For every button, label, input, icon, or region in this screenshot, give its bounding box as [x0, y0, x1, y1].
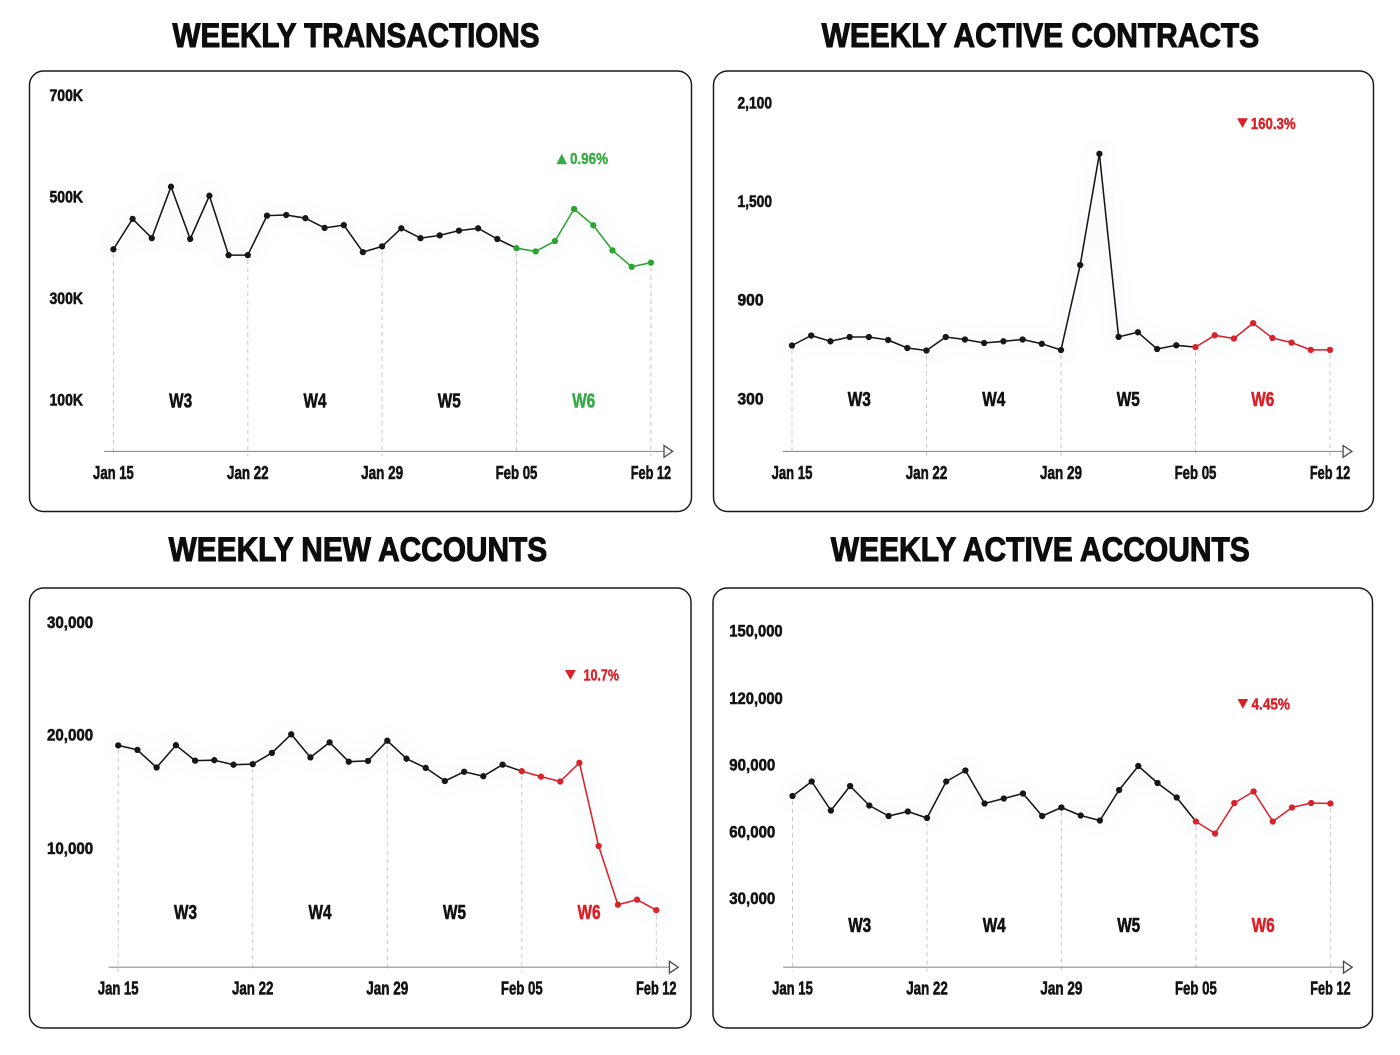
svg-text:Jan 29: Jan 29 — [1040, 978, 1082, 999]
svg-text:Feb 12: Feb 12 — [636, 978, 676, 999]
svg-text:W5: W5 — [1117, 914, 1140, 937]
svg-text:W6: W6 — [1251, 388, 1274, 411]
svg-text:Feb 05: Feb 05 — [501, 978, 543, 999]
svg-text:700K: 700K — [50, 87, 84, 105]
svg-text:0.96%: 0.96% — [570, 151, 608, 168]
svg-text:WEEKLY TRANSACTIONS: WEEKLY TRANSACTIONS — [173, 17, 540, 55]
svg-text:WEEKLY ACTIVE CONTRACTS: WEEKLY ACTIVE CONTRACTS — [822, 17, 1260, 55]
svg-text:Jan 29: Jan 29 — [366, 978, 408, 999]
svg-text:W6: W6 — [1252, 914, 1275, 937]
svg-text:10,000: 10,000 — [47, 840, 93, 858]
svg-text:Jan 15: Jan 15 — [772, 978, 813, 999]
svg-text:W5: W5 — [438, 390, 461, 413]
svg-text:W5: W5 — [443, 901, 466, 924]
svg-text:W4: W4 — [304, 390, 327, 413]
svg-text:W4: W4 — [983, 914, 1006, 937]
svg-text:WEEKLY NEW ACCOUNTS: WEEKLY NEW ACCOUNTS — [169, 531, 548, 569]
svg-text:W4: W4 — [309, 901, 332, 924]
svg-text:Jan 15: Jan 15 — [772, 462, 813, 483]
svg-text:Feb 12: Feb 12 — [1310, 462, 1350, 483]
svg-text:90,000: 90,000 — [729, 757, 775, 775]
svg-text:W3: W3 — [174, 901, 197, 924]
svg-text:W6: W6 — [572, 390, 595, 413]
svg-text:WEEKLY ACTIVE ACCOUNTS: WEEKLY ACTIVE ACCOUNTS — [831, 531, 1250, 569]
svg-text:120,000: 120,000 — [729, 690, 783, 708]
svg-text:100K: 100K — [50, 392, 84, 410]
svg-text:Feb 05: Feb 05 — [1175, 462, 1217, 483]
svg-text:Jan 22: Jan 22 — [232, 978, 274, 999]
svg-text:W3: W3 — [848, 388, 871, 411]
svg-text:150,000: 150,000 — [729, 623, 782, 641]
svg-text:900: 900 — [738, 292, 764, 310]
svg-text:30,000: 30,000 — [47, 614, 93, 632]
svg-text:1,500: 1,500 — [738, 193, 773, 211]
svg-text:Feb 12: Feb 12 — [1310, 978, 1350, 999]
svg-text:Jan 29: Jan 29 — [361, 462, 403, 483]
svg-text:20,000: 20,000 — [47, 727, 93, 745]
svg-text:Jan 22: Jan 22 — [227, 462, 269, 483]
svg-text:Feb 05: Feb 05 — [496, 462, 538, 483]
svg-text:Feb 05: Feb 05 — [1175, 978, 1217, 999]
svg-text:W6: W6 — [578, 901, 601, 924]
svg-text:2,100: 2,100 — [738, 95, 773, 113]
svg-text:60,000: 60,000 — [729, 824, 775, 842]
svg-text:W5: W5 — [1117, 388, 1140, 411]
svg-text:Jan 15: Jan 15 — [98, 978, 139, 999]
svg-text:300K: 300K — [50, 290, 84, 308]
svg-text:Jan 15: Jan 15 — [93, 462, 134, 483]
svg-text:Feb 12: Feb 12 — [631, 462, 671, 483]
svg-text:300: 300 — [738, 391, 764, 409]
svg-text:10.7%: 10.7% — [584, 668, 620, 685]
svg-text:W3: W3 — [169, 390, 192, 413]
svg-text:4.45%: 4.45% — [1252, 697, 1291, 714]
svg-text:30,000: 30,000 — [729, 890, 775, 908]
svg-text:W4: W4 — [982, 388, 1005, 411]
svg-text:W3: W3 — [848, 914, 871, 937]
svg-text:160.3%: 160.3% — [1251, 116, 1296, 133]
svg-text:Jan 22: Jan 22 — [906, 978, 948, 999]
svg-text:500K: 500K — [50, 189, 84, 207]
svg-text:Jan 29: Jan 29 — [1040, 462, 1082, 483]
svg-text:Jan 22: Jan 22 — [906, 462, 948, 483]
